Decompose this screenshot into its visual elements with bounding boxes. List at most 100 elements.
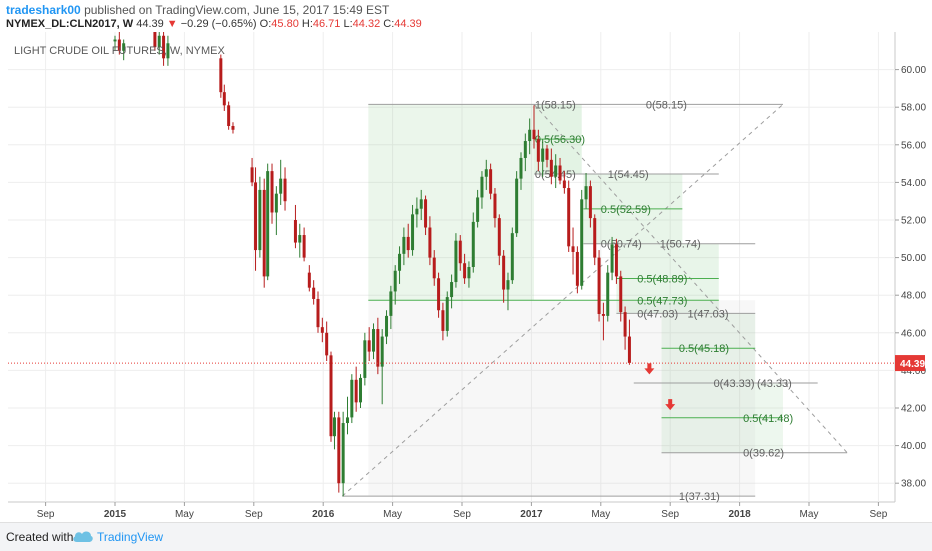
candle-body: [480, 176, 484, 198]
candle-body: [341, 423, 345, 484]
x-tick-label: Sep: [453, 509, 471, 520]
candle-body: [363, 340, 367, 378]
down-arrow-icon: [665, 399, 676, 411]
candle-body: [614, 244, 618, 277]
candle-body: [597, 257, 601, 314]
candle-body: [385, 315, 389, 337]
candle-body: [350, 379, 354, 418]
candle-body: [302, 235, 306, 258]
candle-body: [415, 208, 419, 215]
candle-body: [476, 197, 480, 222]
candle-body: [283, 178, 287, 202]
candle-body: [372, 329, 376, 352]
candle-body: [588, 186, 592, 219]
candle-body: [367, 340, 371, 352]
candle-body: [157, 35, 161, 48]
tradingview-brand[interactable]: TradingView: [97, 530, 164, 544]
candle-body: [270, 171, 274, 213]
candle-body: [266, 171, 270, 277]
open-label: O:: [259, 18, 272, 30]
fib-level-label: 0.5(45.18): [679, 343, 729, 355]
fib-level-label: 0.5(47.73): [637, 295, 687, 307]
x-tick-label: Sep: [245, 509, 263, 520]
candle-body: [584, 186, 588, 200]
candle-body: [298, 235, 302, 243]
fib-level-label: 0(43.33): [714, 378, 755, 390]
fib-level-label: 0(39.62): [743, 448, 784, 460]
last-price: 44.39: [136, 18, 164, 30]
high-value: 46.71: [312, 18, 341, 30]
current-price-label: 44.39: [900, 359, 925, 370]
y-tick-label: 54.00: [901, 178, 926, 189]
candle-body: [493, 193, 497, 219]
x-tick-label: Sep: [661, 509, 679, 520]
candle-body: [354, 379, 358, 403]
candle-body: [606, 272, 610, 316]
author-link[interactable]: tradeshark00: [6, 3, 81, 17]
down-arrow-icon: [644, 363, 655, 375]
candle-body: [345, 417, 349, 424]
candle-body: [231, 126, 235, 130]
candle-body: [406, 236, 410, 251]
candle-body: [389, 291, 393, 316]
fib-level-label: 1(50.74): [660, 239, 701, 251]
fib-level-label: 0(58.15): [646, 99, 687, 111]
candle-body: [219, 58, 223, 93]
fib-zone: [368, 300, 756, 497]
y-tick-label: 44.00: [901, 366, 926, 377]
candle-body: [274, 193, 278, 213]
x-tick-label: 2018: [728, 509, 751, 520]
candle-body: [489, 169, 493, 194]
candle-body: [337, 417, 341, 484]
y-tick-label: 56.00: [901, 140, 926, 151]
y-tick-label: 48.00: [901, 291, 926, 302]
fib-level-label: 0.5(41.48): [743, 413, 793, 425]
x-tick-label: May: [591, 509, 610, 520]
x-tick-label: 2016: [312, 509, 335, 520]
candle-body: [262, 189, 266, 277]
candle-body: [393, 270, 397, 292]
price-change: −0.29 (−0.65%): [180, 18, 257, 30]
candle-body: [562, 180, 566, 189]
fib-level-label: 1(47.03): [688, 308, 729, 320]
time-axis[interactable]: Sep 2015 May Sep 2016 May Sep 2017 May Sep 2018 May…: [37, 502, 888, 520]
candle-body: [166, 43, 170, 59]
candle-body: [437, 278, 441, 311]
candle-body: [227, 105, 231, 126]
candle-body: [506, 280, 510, 290]
chart-title: LIGHT CRUDE OIL FUTURES, W, NYMEX: [14, 45, 226, 57]
candle-body: [250, 167, 254, 183]
candle-body: [623, 312, 627, 337]
low-label: L:: [343, 18, 353, 30]
candle-body: [432, 257, 436, 279]
candle-body: [454, 240, 458, 283]
x-tick-label: Sep: [37, 509, 55, 520]
x-tick-label: 2015: [104, 509, 127, 520]
candle-body: [222, 92, 226, 106]
x-tick-label: Sep: [870, 509, 888, 520]
ohlc-line: NYMEX_DL:CLN2017, W 44.39 ▼ −0.29 (−0.65…: [6, 18, 422, 30]
candle-body: [580, 199, 584, 286]
candle-body: [471, 221, 475, 267]
candle-body: [398, 253, 402, 271]
candle-body: [162, 35, 166, 59]
high-label: H:: [301, 18, 313, 30]
candle-body: [376, 329, 380, 367]
candle-body: [458, 240, 462, 264]
candle-body: [528, 129, 532, 142]
candle-body: [312, 287, 316, 299]
candle-body: [515, 178, 519, 234]
price-axis[interactable]: 38.00 40.00 42.00 44.00 46.00 48.00 50.00 52.00…: [895, 65, 926, 490]
candle-body: [316, 298, 320, 328]
y-tick-label: 58.00: [901, 103, 926, 114]
price-chart[interactable]: 1(58.15)0(58.15)0.5(56.30)0(54.45)1(54.4…: [0, 32, 932, 522]
candle-body: [610, 244, 614, 273]
fib-level-label: 0(50.74): [601, 239, 642, 251]
candle-body: [307, 272, 311, 288]
candle-body: [519, 157, 523, 179]
candlestick-series: [113, 32, 631, 497]
candle-body: [122, 43, 126, 51]
candle-body: [619, 276, 623, 313]
fib-level-label: 1(54.45): [608, 169, 649, 181]
candle-body: [541, 148, 545, 162]
